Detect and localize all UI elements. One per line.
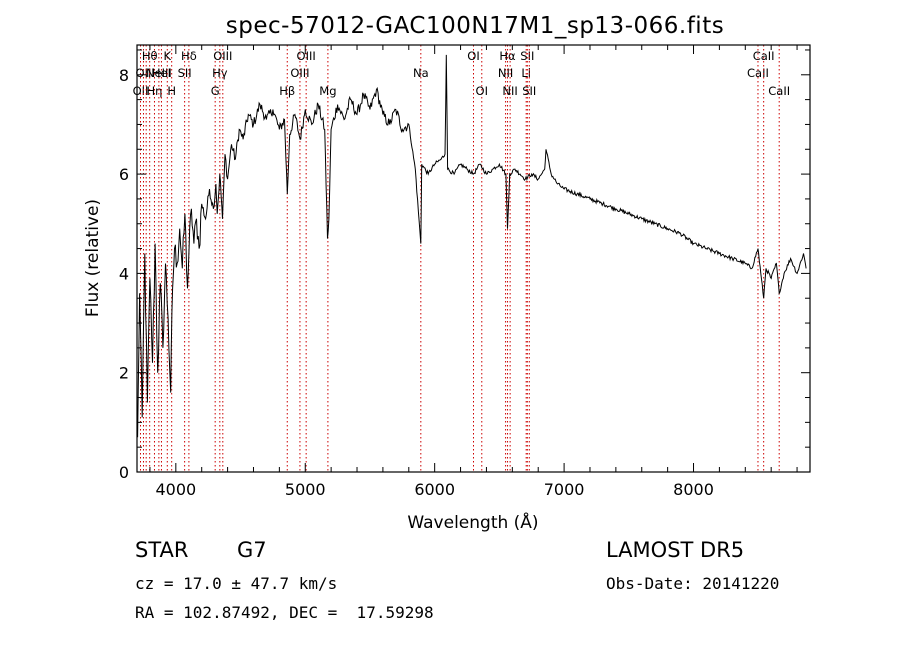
line-marker-label: Li xyxy=(521,66,531,80)
x-tick-label: 5000 xyxy=(285,480,326,499)
y-tick-label: 6 xyxy=(119,165,129,184)
line-marker-label: Hγ xyxy=(212,66,228,80)
y-axis-ticks: 0 2 4 6 8 xyxy=(119,49,810,482)
line-marker-label: Hβ xyxy=(279,84,295,98)
line-marker-label: SII xyxy=(522,84,536,98)
line-marker-label: OI xyxy=(467,49,479,63)
x-tick-label: 4000 xyxy=(155,480,196,499)
line-marker-label: HeI xyxy=(152,66,171,80)
line-marker-label: SII xyxy=(520,49,534,63)
y-tick-label: 2 xyxy=(119,364,129,383)
line-marker-label: OIII xyxy=(213,49,232,63)
plot-frame xyxy=(136,44,811,473)
line-marker-label: NeIII xyxy=(146,66,172,80)
object-subclass: G7 xyxy=(237,538,267,562)
line-marker-label: Mg xyxy=(319,84,336,98)
line-marker-label: OIII xyxy=(297,49,316,63)
spectrum-series xyxy=(137,54,807,438)
x-tick-label: 6000 xyxy=(414,480,455,499)
coordinates-text: RA = 102.87492, DEC = 17.59298 xyxy=(135,603,434,622)
x-tick-label: 7000 xyxy=(544,480,585,499)
line-marker-label: OI xyxy=(476,84,488,98)
y-tick-label: 4 xyxy=(119,264,129,283)
x-axis-ticks: 4000 5000 6000 7000 8000 xyxy=(149,45,798,499)
y-tick-label: 0 xyxy=(119,463,129,482)
line-marker-label: Na xyxy=(413,66,429,80)
line-marker-label: CaII xyxy=(747,66,769,80)
line-marker-label: K xyxy=(164,49,172,63)
object-class: STAR xyxy=(135,538,189,562)
line-marker-label: Hθ xyxy=(142,49,158,63)
y-axis-label: Flux (relative) xyxy=(83,199,103,317)
line-marker-label: OII xyxy=(136,66,152,80)
line-marker-label: NII xyxy=(498,66,513,80)
spectrum-line xyxy=(137,54,807,438)
chart-title: spec-57012-GAC100N17M1_sp13-066.fits xyxy=(226,13,724,39)
line-marker-label: NII xyxy=(502,84,517,98)
redshift-text: cz = 17.0 ± 47.7 km/s xyxy=(135,574,338,593)
line-marker-label: H xyxy=(167,84,176,98)
line-marker-label: OIII xyxy=(290,66,309,80)
line-marker-label: CaII xyxy=(768,84,790,98)
x-axis-label: Wavelength (Å) xyxy=(407,511,538,533)
line-marker-label: SII xyxy=(178,66,192,80)
spectral-line-markers: OIIOIIHθHηNeIIIHeIKHSIIHδGHγOIIIHβOIIIOI… xyxy=(133,45,790,472)
y-tick-label: 8 xyxy=(119,66,129,85)
survey-label: LAMOST DR5 xyxy=(606,538,745,562)
line-marker-label: Hδ xyxy=(181,49,197,63)
line-marker-label: Hη xyxy=(147,84,163,98)
line-marker-label: G xyxy=(211,84,220,98)
x-tick-label: 8000 xyxy=(673,480,714,499)
line-marker-label: Hα xyxy=(499,49,516,63)
line-marker-label: CaII xyxy=(753,49,775,63)
obs-date-text: Obs-Date: 20141220 xyxy=(606,574,780,593)
